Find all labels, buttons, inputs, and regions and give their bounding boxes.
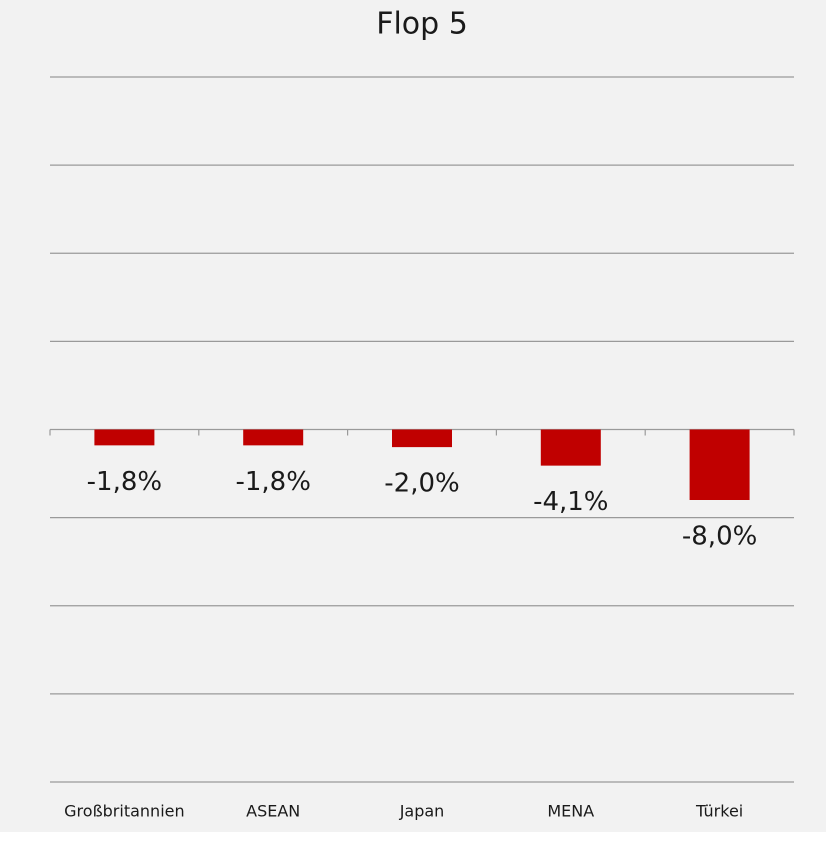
data-label: -1,8% bbox=[235, 467, 310, 497]
data-label: -4,1% bbox=[533, 487, 608, 517]
chart-title: Flop 5 bbox=[376, 7, 468, 42]
chart-background bbox=[0, 0, 826, 832]
x-tick-label: MENA bbox=[547, 802, 594, 821]
bar bbox=[94, 429, 155, 446]
bar bbox=[540, 429, 601, 466]
x-tick-label: ASEAN bbox=[246, 802, 300, 821]
bar bbox=[392, 429, 452, 448]
bar bbox=[243, 429, 304, 446]
x-tick-label: Japan bbox=[399, 802, 445, 821]
bar bbox=[689, 429, 750, 500]
x-tick-label: Türkei bbox=[695, 802, 743, 821]
x-tick-label: Großbritannien bbox=[64, 802, 184, 821]
data-label: -8,0% bbox=[682, 522, 757, 552]
data-label: -2,0% bbox=[384, 469, 459, 499]
data-label: -1,8% bbox=[87, 467, 162, 497]
